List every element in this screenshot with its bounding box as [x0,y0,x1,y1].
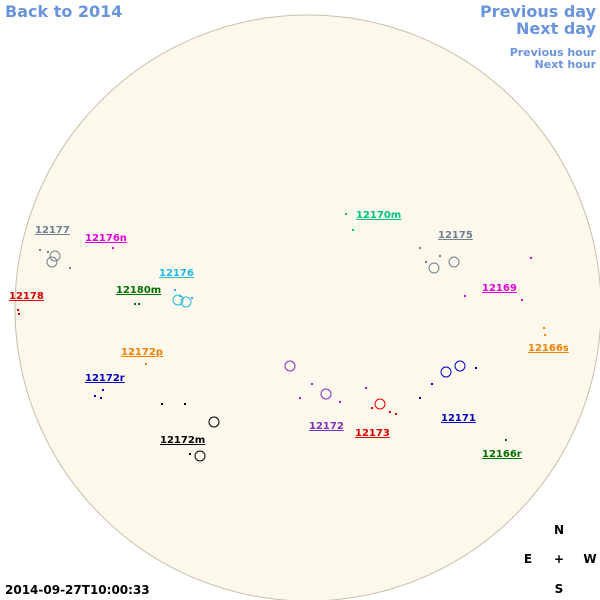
region-label: 12177 [35,225,70,236]
region-markers [39,249,71,269]
sunspot-ring [284,360,296,372]
sunspot-dot [18,313,20,315]
region-markers [161,403,220,462]
region-markers [464,257,532,301]
region-markers [145,363,147,365]
sunspot-dot [365,387,367,389]
sunspot-dot [94,395,96,397]
region-label: 12180m [116,285,161,296]
region-markers [419,247,460,274]
sunspot-dot [299,397,301,399]
compass-south: S [555,582,564,596]
sunspot-dot [339,401,341,403]
region-markers [371,398,397,415]
sunspot-dot [17,309,19,311]
sunspot-dot [161,403,163,405]
sunspot-dot [371,407,373,409]
sunspot-dot [47,251,49,253]
sunspot-dot [179,295,181,297]
sunspot-ring [46,256,58,268]
region-markers [505,439,507,441]
sunspot-dot [39,249,41,251]
region-label: 12172 [309,421,344,432]
sunspot-ring [374,398,386,410]
sunspot-ring [320,388,332,400]
sunspot-ring [180,296,192,308]
region-label: 12172r [85,373,125,384]
sunspot-ring [454,360,466,372]
next-day-link[interactable]: Next day [516,19,597,38]
previous-day-link[interactable]: Previous day [480,2,597,21]
sunspot-dot [112,247,114,249]
region-markers [345,213,354,231]
region-markers [17,309,20,315]
region-label: 12171 [441,413,476,424]
sunspot-ring [208,416,220,428]
sunspot-dot [425,261,427,263]
sunspot-dot [138,303,140,305]
sunspot-dot [352,229,354,231]
sunspot-dot [439,255,441,257]
region-markers [94,389,104,399]
sunspot-dot [145,363,147,365]
region-markers [419,360,477,399]
compass-east: E [524,552,532,566]
region-label: 12166s [528,343,569,354]
sunspot-dot [395,413,397,415]
sunspot-dot [345,213,347,215]
sunspot-ring [172,294,184,306]
sunspot-ring [428,262,440,274]
sunspot-dot [505,439,507,441]
compass-north: N [554,523,564,537]
compass-center: + [554,552,564,566]
sunspot-dot [475,367,477,369]
compass-west: W [583,552,596,566]
sunspot-dot [189,453,191,455]
sunspot-dot [184,403,186,405]
sunspot-dot [521,299,523,301]
previous-hour-link[interactable]: Previous hour [510,46,597,59]
sunspot-dot [174,289,176,291]
sunspot-dot [543,327,545,329]
back-link[interactable]: Back to 2014 [5,2,122,21]
next-hour-link[interactable]: Next hour [535,58,597,71]
timestamp: 2014-09-27T10:00:33 [5,583,150,597]
region-label: 12176n [85,233,127,244]
region-label: 12175 [438,230,473,241]
sunspot-dot [102,389,104,391]
sunspot-dot [311,383,313,385]
sunspot-dot [464,295,466,297]
sunspot-ring [49,250,61,262]
sunspot-ring [194,450,206,462]
region-label: 12176 [159,268,194,279]
region-label: 12178 [9,291,44,302]
region-label: 12169 [482,283,517,294]
sunspot-dot [100,397,102,399]
sunspot-dot [419,247,421,249]
sunspot-dot [191,297,193,299]
sunspot-dot [431,383,433,385]
region-markers [284,360,367,403]
sunspot-ring [448,256,460,268]
sunspot-dot [544,334,546,336]
sunspot-dot [69,267,71,269]
region-markers [112,247,114,249]
sunspot-dot [134,303,136,305]
sunspot-dot [419,397,421,399]
sunspot-dot [389,411,391,413]
solar-disk [14,14,600,600]
region-label: 12172p [121,347,163,358]
region-label: 12172m [160,435,205,446]
sunspot-markers [17,213,546,462]
region-markers [172,289,193,308]
region-markers [134,303,140,305]
region-label: 12166r [482,449,522,460]
sunspot-dot [530,257,532,259]
region-markers [543,327,546,336]
sunspot-ring [440,366,452,378]
region-label: 12170m [356,210,401,221]
region-label: 12173 [355,428,390,439]
